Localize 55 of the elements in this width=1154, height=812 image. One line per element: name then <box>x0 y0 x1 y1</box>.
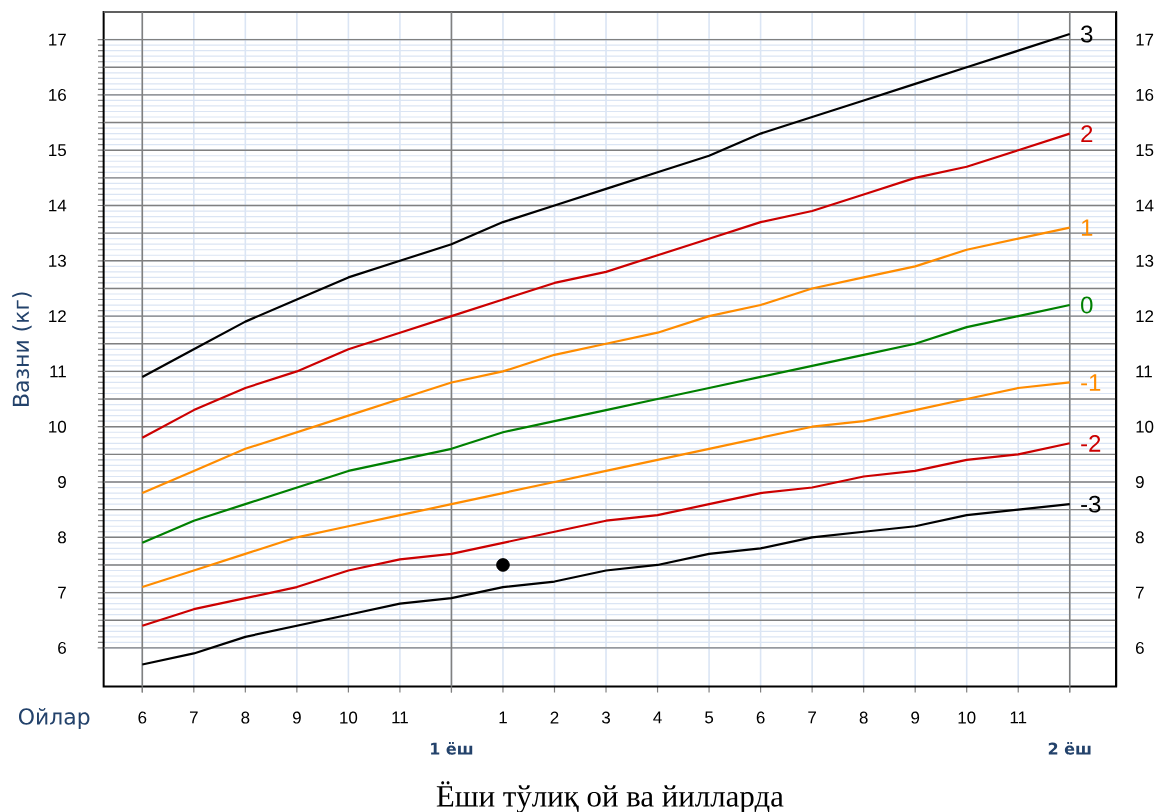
y2-tick-label: 15 <box>1136 144 1154 157</box>
x-tick-label: 7 <box>808 711 816 724</box>
line-series <box>141 32 1071 378</box>
y2-tick-label: 12 <box>1136 310 1154 322</box>
y-tick-label: 12 <box>49 310 66 322</box>
y-axis-title: Вазни (кг) <box>12 292 32 406</box>
series-label: -3 <box>1081 495 1101 513</box>
y-tick-label: 11 <box>50 365 66 378</box>
x-tick-label: 11 <box>1010 711 1027 724</box>
y-tick-label: 7 <box>58 586 66 599</box>
y-tick-label: 9 <box>58 475 66 488</box>
series-label: -2 <box>1081 434 1101 452</box>
x-tick-label: 2 <box>550 711 559 724</box>
y-tick-label: 6 <box>58 641 66 654</box>
y-tick-label: 8 <box>58 531 66 544</box>
series-label: -1 <box>1081 374 1101 391</box>
x-tick-label: 8 <box>859 711 868 724</box>
series-label: 2 <box>1081 125 1093 142</box>
series-label: 1 <box>1081 219 1093 236</box>
x-tick-label: 6 <box>138 711 147 724</box>
y-tick-label: 17 <box>49 33 66 46</box>
x-tick-label: 10 <box>958 711 976 724</box>
x-tick-label: 1 <box>499 711 507 724</box>
x-tick-label: 10 <box>340 711 358 724</box>
y2-tick-label: 10 <box>1136 420 1154 433</box>
y2-tick-label: 7 <box>1136 586 1144 599</box>
x-tick-label: 6 <box>756 711 765 724</box>
y-tick-label: 10 <box>49 420 67 433</box>
x-tick-label: 7 <box>189 711 198 724</box>
x-tick-label: 8 <box>241 711 250 724</box>
y2-tick-label: 16 <box>1136 88 1154 101</box>
series-label: 3 <box>1081 25 1093 43</box>
line-series <box>141 132 1071 439</box>
x-tick-label: 9 <box>911 711 920 724</box>
x-tick-label: 11 <box>392 711 408 724</box>
y-tick-label: 14 <box>49 199 67 212</box>
y2-tick-label: 9 <box>1135 475 1144 488</box>
x-tick-label: 3 <box>601 711 610 724</box>
x-tick-label: 4 <box>653 711 662 724</box>
x-tick-label: 9 <box>292 711 301 724</box>
series-label: 0 <box>1081 296 1093 314</box>
y2-tick-label: 17 <box>1136 33 1154 46</box>
text: 2 ёш <box>1048 742 1091 755</box>
y-tick-label: 13 <box>49 254 66 267</box>
line-series <box>141 442 1071 627</box>
text: Ойлар <box>18 707 90 730</box>
y2-tick-label: 14 <box>1136 199 1154 212</box>
y-tick-label: 16 <box>49 88 66 101</box>
text: 1 ёш <box>431 742 473 755</box>
y2-tick-label: 11 <box>1136 365 1152 378</box>
y2-tick-label: 6 <box>1136 641 1144 654</box>
x-tick-label: 5 <box>705 711 714 724</box>
y2-tick-label: 13 <box>1136 254 1154 267</box>
y-tick-label: 15 <box>49 144 66 157</box>
y2-tick-label: 8 <box>1135 531 1144 544</box>
